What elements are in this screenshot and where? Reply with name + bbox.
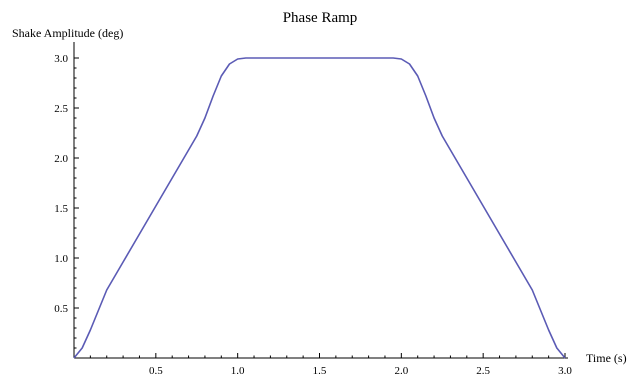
- x-axis-label: Time (s): [586, 351, 627, 365]
- x-tick-label: 1.5: [313, 365, 327, 377]
- y-tick-label: 2.5: [54, 103, 68, 115]
- x-tick-label: 2.5: [476, 365, 490, 377]
- y-tick-label: 3.0: [54, 53, 68, 65]
- ticks-group: 0.5 1.0 1.5 2.0 2.5 3.0 0.5 1.0 1.5 2.0 2.5 3.0: [54, 53, 572, 377]
- y-tick-label: 1.5: [54, 203, 68, 215]
- x-tick-label: 2.0: [394, 365, 408, 377]
- x-tick-label: 0.5: [149, 365, 163, 377]
- x-tick-label: 1.0: [231, 365, 245, 377]
- y-tick-label: 2.0: [54, 153, 68, 165]
- series-line: [73, 57, 566, 359]
- plot-area: [73, 57, 566, 359]
- x-tick-label: 3.0: [558, 365, 572, 377]
- y-tick-label: 1.0: [54, 253, 68, 265]
- chart-title: Phase Ramp: [283, 10, 358, 26]
- y-axis-label: Shake Amplitude (deg): [12, 26, 123, 40]
- y-tick-label: 0.5: [54, 303, 68, 315]
